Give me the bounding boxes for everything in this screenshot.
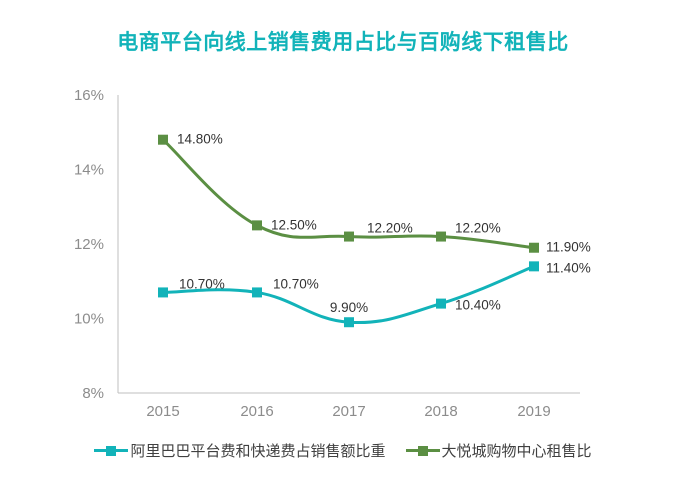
data-label-0-0: 10.70% xyxy=(179,276,225,291)
data-point-0-1 xyxy=(252,287,262,298)
y-tick-label: 16% xyxy=(74,87,104,104)
y-tick-label: 8% xyxy=(82,385,104,402)
data-label-1-4: 11.90% xyxy=(546,240,591,255)
data-label-0-3: 10.40% xyxy=(455,298,501,313)
legend-label-joycity: 大悦城购物中心租售比 xyxy=(441,442,592,460)
chart-title: 电商平台向线上销售费用占比与百购线下租售比 xyxy=(117,30,569,54)
x-tick-label: 2019 xyxy=(517,403,550,420)
axes: 8% 10% 12% 14% 16% 2015 2016 2017 2018 2019 xyxy=(74,87,580,420)
data-point-1-0 xyxy=(158,134,168,145)
x-tick-label: 2015 xyxy=(146,403,179,420)
data-label-0-4: 11.40% xyxy=(546,260,591,275)
data-point-1-1 xyxy=(252,220,262,231)
series-markers xyxy=(158,134,539,328)
data-point-0-2 xyxy=(344,317,354,328)
legend-label-alibaba: 阿里巴巴平台费和快递费占销售额比重 xyxy=(130,442,386,460)
data-label-1-3: 12.20% xyxy=(455,221,501,236)
data-label-0-2: 9.90% xyxy=(330,300,368,315)
legend: 阿里巴巴平台费和快递费占销售额比重 大悦城购物中心租售比 xyxy=(0,440,686,461)
data-point-0-0 xyxy=(158,287,168,298)
legend-item-joycity: 大悦城购物中心租售比 xyxy=(405,440,592,461)
data-point-1-4 xyxy=(529,242,539,253)
x-tick-label: 2017 xyxy=(332,403,365,420)
legend-marker-alibaba xyxy=(94,445,129,457)
x-tick-label: 2018 xyxy=(424,403,457,420)
y-tick-label: 14% xyxy=(74,162,104,179)
y-tick-label: 10% xyxy=(74,311,104,328)
data-labels: 10.70% 10.70% 9.90% 10.40% 11.40% 14.80% 12.50… xyxy=(177,132,591,316)
y-tick-label: 12% xyxy=(74,236,104,253)
data-point-0-4 xyxy=(529,261,539,272)
legend-marker-joycity xyxy=(405,445,440,457)
data-point-1-2 xyxy=(344,231,354,242)
data-label-1-1: 12.50% xyxy=(271,217,317,232)
x-tick-label: 2016 xyxy=(240,403,273,420)
data-label-0-1: 10.70% xyxy=(273,276,319,291)
data-point-1-3 xyxy=(436,231,446,242)
data-label-1-2: 12.20% xyxy=(367,221,413,236)
legend-item-alibaba: 阿里巴巴平台费和快递费占销售额比重 xyxy=(94,440,386,461)
data-point-0-3 xyxy=(436,298,446,309)
data-label-1-0: 14.80% xyxy=(177,132,223,147)
